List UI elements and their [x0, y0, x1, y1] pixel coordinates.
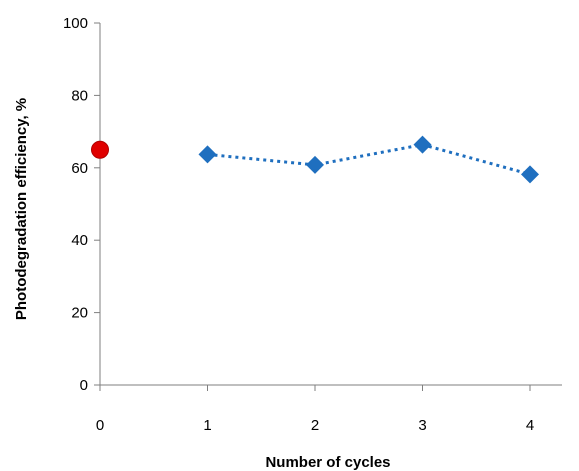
data-point — [521, 165, 539, 184]
data-point — [91, 140, 109, 159]
data-point — [198, 145, 217, 164]
data-point — [413, 135, 432, 154]
axes — [99, 23, 562, 386]
y-tick-label: 40 — [71, 232, 88, 249]
x-tick-label: 0 — [96, 417, 104, 434]
x-tick-label: 1 — [203, 417, 211, 434]
x-axis-title: Number of cycles — [265, 454, 390, 471]
y-tick-label: 80 — [71, 87, 88, 104]
series-layer — [91, 135, 539, 184]
x-ticks: 0 1 2 3 4 — [96, 385, 534, 434]
x-tick-label: 3 — [418, 417, 426, 434]
series-2 — [198, 135, 539, 184]
x-tick-label: 4 — [526, 417, 534, 434]
x-tick-label: 2 — [311, 417, 319, 434]
series-line — [207, 143, 531, 176]
y-tick-label: 100 — [63, 15, 88, 32]
data-point — [306, 155, 324, 174]
y-tick-label: 60 — [71, 160, 88, 177]
y-axis-title: Photodegradation efficiency, % — [13, 98, 30, 320]
y-tick-label: 20 — [71, 305, 88, 322]
y-ticks: 0 20 40 60 80 100 — [63, 15, 100, 394]
series-1 — [91, 140, 109, 159]
y-tick-label: 0 — [80, 377, 88, 394]
